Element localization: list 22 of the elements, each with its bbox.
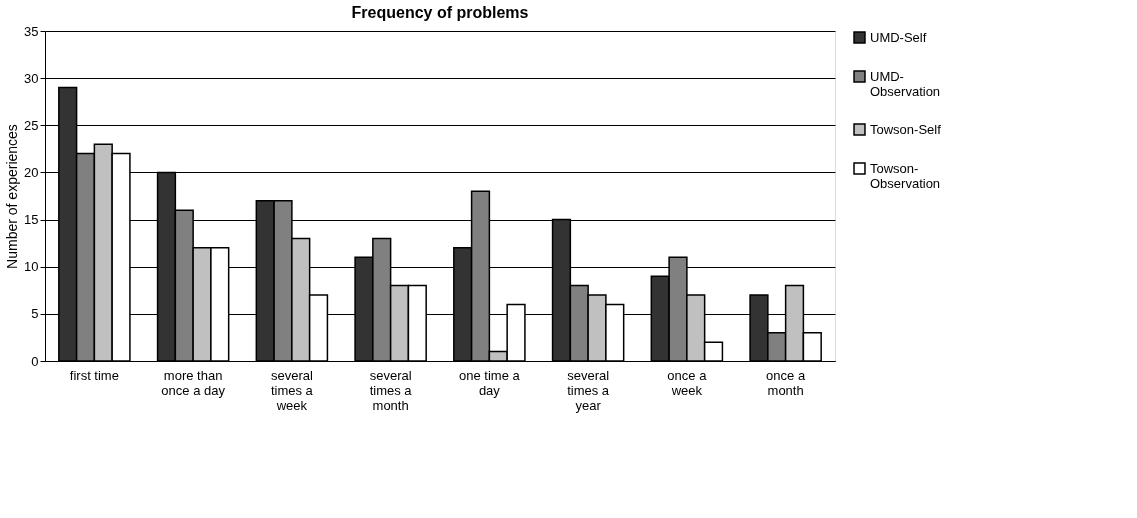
x-tick-label: several times a month (369, 367, 413, 413)
y-tick-label: 25 (24, 117, 39, 133)
legend-label: Towson-Self (870, 121, 942, 137)
y-tick-label: 5 (31, 306, 39, 322)
y-tick-label: 0 (31, 353, 39, 369)
legend-label: Towson-Observation (870, 160, 941, 191)
x-tick-label: first time (69, 367, 119, 383)
x-tick-label: one time a day (459, 367, 521, 398)
y-tick-label: 20 (24, 164, 39, 180)
y-tick-label: 10 (24, 259, 39, 275)
chart-title: Frequency of problems (351, 4, 529, 21)
x-tick-label: several times a week (270, 367, 314, 413)
y-tick-label: 35 (24, 23, 39, 39)
x-tick-label: once a month (766, 367, 806, 398)
legend-label: UMD-Self (870, 29, 927, 45)
x-tick-label: more than once a day (161, 367, 226, 398)
x-tick-label: several times a year (567, 367, 610, 413)
x-tick-label: once a week (667, 367, 708, 398)
y-axis-title: Number of experiences (4, 124, 21, 269)
y-tick-label: 15 (24, 212, 39, 228)
y-tick-label: 30 (24, 70, 39, 86)
legend-label: UMD-Observation (870, 68, 941, 99)
